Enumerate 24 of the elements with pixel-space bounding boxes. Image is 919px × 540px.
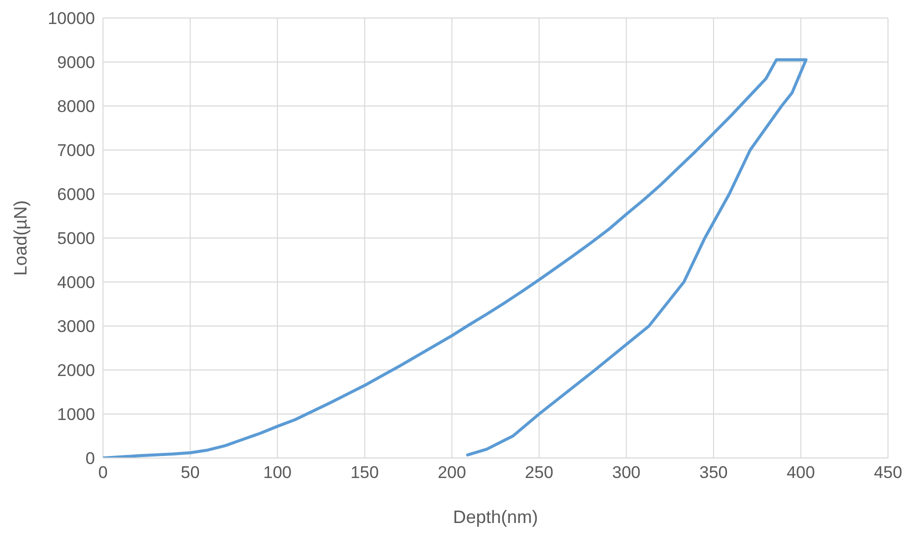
x-tick-label: 450	[874, 463, 902, 482]
x-axis-title: Depth(nm)	[452, 507, 538, 527]
y-tick-label: 10000	[48, 9, 95, 28]
x-tick-label: 400	[786, 463, 815, 482]
x-tick-label: 250	[524, 463, 554, 482]
y-tick-label: 9000	[57, 53, 95, 72]
y-tick-label: 7000	[57, 141, 95, 160]
x-tick-label: 50	[180, 463, 200, 482]
x-tick-label: 300	[612, 463, 641, 482]
y-tick-label: 5000	[57, 229, 95, 248]
y-axis-title: Load(µN)	[10, 200, 30, 276]
y-tick-label: 8000	[57, 97, 95, 116]
x-tick-label: 100	[263, 463, 292, 482]
line-series	[103, 58, 808, 458]
y-tick-label: 0	[86, 449, 95, 468]
x-tick-label: 0	[98, 463, 108, 482]
y-tick-label: 4000	[57, 273, 95, 292]
x-tick-label: 350	[699, 463, 728, 482]
y-tick-label: 3000	[57, 317, 95, 336]
x-tick-label: 200	[438, 463, 466, 482]
y-tick-label: 2000	[57, 361, 95, 380]
y-tick-label: 1000	[57, 405, 95, 424]
x-tick-label: 150	[350, 463, 379, 482]
y-tick-label: 6000	[57, 185, 95, 204]
